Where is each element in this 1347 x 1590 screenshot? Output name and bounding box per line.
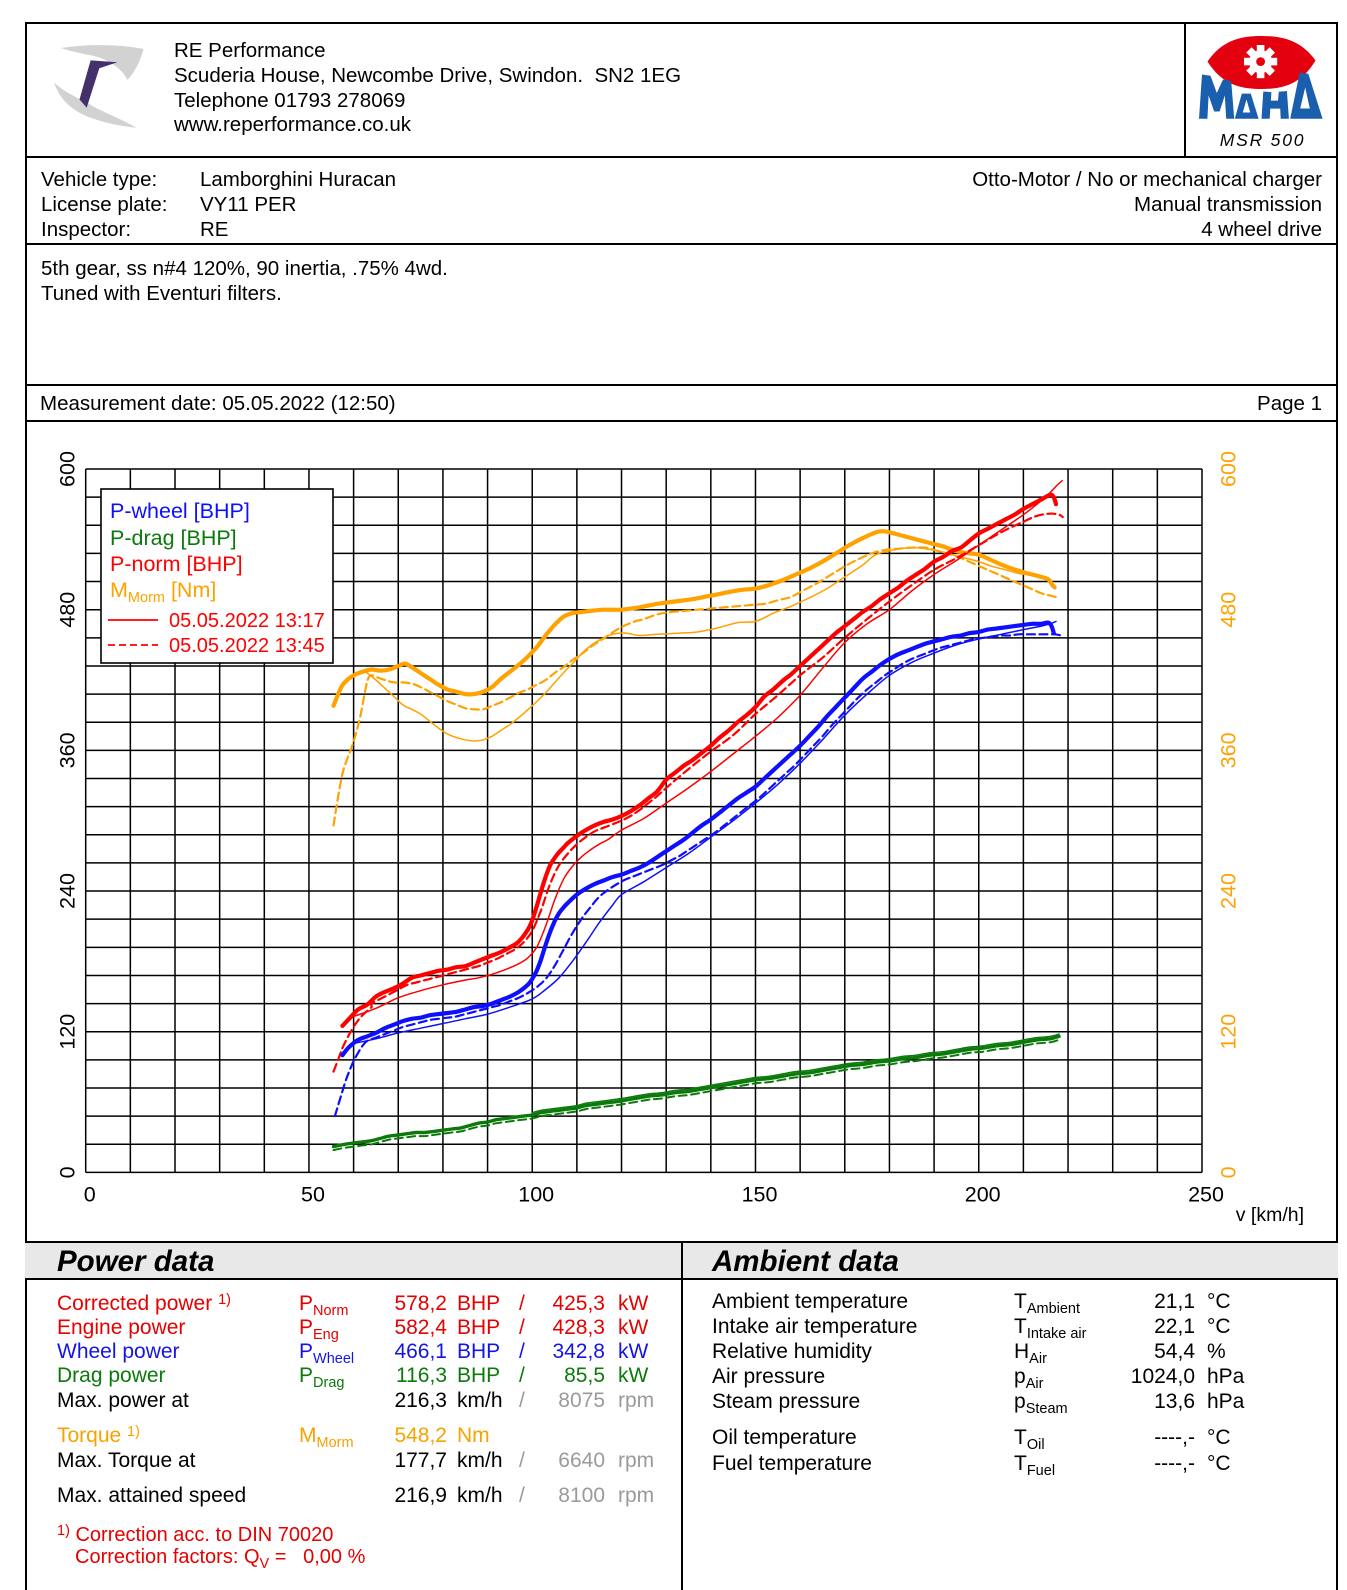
svg-text:120: 120 (1217, 1014, 1241, 1050)
svg-text:100: 100 (518, 1182, 554, 1206)
svg-text:480: 480 (1217, 592, 1241, 628)
svg-text:250: 250 (1188, 1182, 1224, 1206)
svg-text:P-norm [BHP]: P-norm [BHP] (110, 552, 243, 576)
svg-text:600: 600 (56, 451, 80, 487)
svg-text:v [km/h]: v [km/h] (1236, 1204, 1304, 1226)
svg-text:200: 200 (965, 1182, 1001, 1206)
svg-text:50: 50 (301, 1182, 325, 1206)
svg-text:MMorm [Nm]: MMorm [Nm] (110, 578, 216, 606)
svg-text:120: 120 (56, 1014, 80, 1050)
svg-text:480: 480 (56, 592, 80, 628)
svg-text:600: 600 (1217, 451, 1241, 487)
svg-text:P-drag [BHP]: P-drag [BHP] (110, 526, 237, 550)
svg-text:P-wheel [BHP]: P-wheel [BHP] (110, 499, 250, 523)
svg-text:150: 150 (742, 1182, 778, 1206)
svg-text:240: 240 (56, 873, 80, 909)
svg-text:360: 360 (56, 732, 80, 768)
svg-text:360: 360 (1217, 732, 1241, 768)
svg-text:0: 0 (84, 1182, 96, 1206)
svg-text:MSR 500: MSR 500 (1220, 130, 1306, 150)
svg-text:05.05.2022 13:17: 05.05.2022 13:17 (169, 610, 325, 632)
svg-text:0: 0 (1217, 1166, 1241, 1178)
svg-text:0: 0 (56, 1166, 80, 1178)
svg-text:05.05.2022 13:45: 05.05.2022 13:45 (169, 635, 325, 657)
svg-text:240: 240 (1217, 873, 1241, 909)
